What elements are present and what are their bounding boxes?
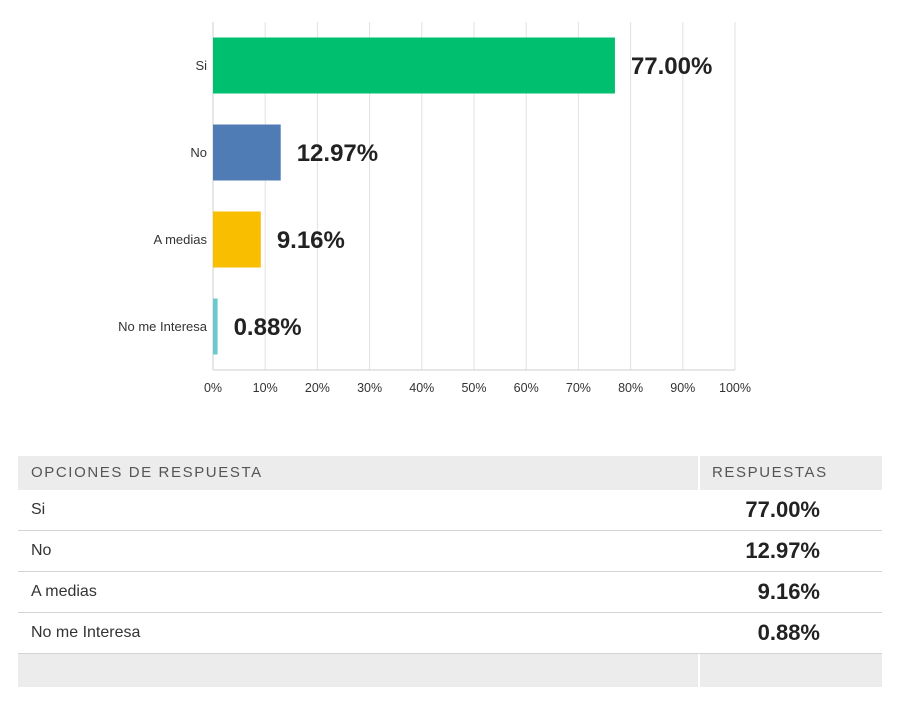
table-row: Si 77.00%	[18, 490, 882, 531]
table-header: OPCIONES DE RESPUESTA RESPUESTAS	[18, 456, 882, 490]
x-tick-label: 0%	[204, 381, 222, 395]
row-option: No	[31, 542, 52, 559]
table-footer	[18, 654, 882, 687]
category-label: Si	[195, 58, 207, 73]
x-tick-label: 10%	[253, 381, 278, 395]
table-row: No me Interesa 0.88%	[18, 613, 882, 654]
bar	[213, 124, 281, 181]
data-label: 9.16%	[277, 227, 345, 254]
category-label: No	[190, 145, 207, 160]
row-value: 12.97%	[745, 538, 820, 563]
x-tick-label: 70%	[566, 381, 591, 395]
chart-bars	[213, 37, 615, 355]
category-label: No me Interesa	[118, 319, 208, 334]
responses-table: OPCIONES DE RESPUESTA RESPUESTAS Si 77.0…	[18, 456, 882, 687]
x-tick-label: 40%	[409, 381, 434, 395]
data-label: 12.97%	[297, 140, 378, 167]
bar	[213, 298, 218, 355]
row-value: 77.00%	[745, 497, 820, 522]
x-tick-label: 90%	[670, 381, 695, 395]
x-tick-label: 30%	[357, 381, 382, 395]
row-value: 0.88%	[757, 620, 820, 645]
x-axis-ticks: 0% 10% 20% 30% 40% 50% 60% 70% 80% 90% 100%	[204, 381, 751, 395]
table-row: A medias 9.16%	[18, 572, 882, 613]
x-tick-label: 20%	[305, 381, 330, 395]
data-labels: 77.00% 12.97% 9.16% 0.88%	[234, 53, 713, 341]
row-option: No me Interesa	[31, 624, 141, 641]
footer-right	[700, 654, 882, 687]
x-tick-label: 80%	[618, 381, 643, 395]
bar	[213, 37, 615, 94]
header-responses: RESPUESTAS	[700, 456, 882, 490]
x-tick-label: 50%	[461, 381, 486, 395]
header-options: OPCIONES DE RESPUESTA	[18, 456, 698, 490]
category-label: A medias	[154, 232, 208, 247]
table-row: No 12.97%	[18, 531, 882, 572]
x-tick-label: 100%	[719, 381, 751, 395]
row-option: Si	[31, 501, 46, 518]
bar	[213, 211, 261, 268]
x-tick-label: 60%	[514, 381, 539, 395]
data-label: 0.88%	[234, 314, 302, 341]
footer-left	[18, 654, 698, 687]
data-label: 77.00%	[631, 53, 712, 80]
row-option: A medias	[31, 583, 97, 600]
row-value: 9.16%	[757, 579, 820, 604]
category-labels: Si No A medias No me Interesa	[118, 58, 208, 334]
bar-chart: Si No A medias No me Interesa 0% 10% 20% 30% 40…	[118, 22, 751, 395]
